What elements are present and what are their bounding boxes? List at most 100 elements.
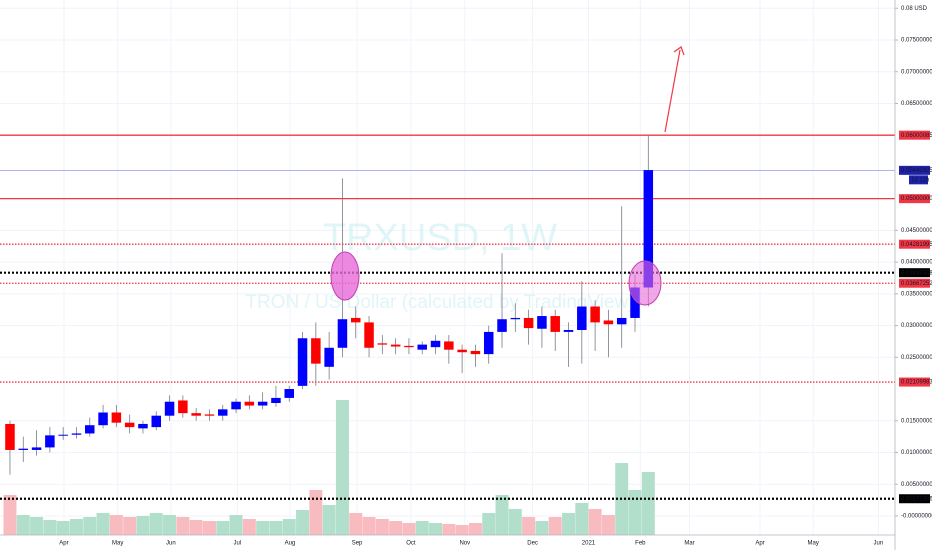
x-tick-label: Nov <box>459 541 470 547</box>
y-tick-label: 0.03500000 <box>901 291 932 297</box>
volume-bar <box>362 517 376 535</box>
candle-body <box>390 344 401 347</box>
candle-body <box>5 423 15 450</box>
candle-body <box>164 401 175 416</box>
y-tick-label: 0.06500000 <box>901 101 932 107</box>
level-label-bg <box>899 130 930 140</box>
levels <box>0 134 895 500</box>
volume-bar <box>442 524 456 535</box>
x-tick-label: Sep <box>352 541 363 547</box>
y-tick-label: 0.07500000 <box>901 38 932 44</box>
x-tick-label: Oct <box>406 541 416 547</box>
volume-bar <box>482 513 496 535</box>
candle-body <box>31 447 42 450</box>
volume-bar <box>123 517 137 535</box>
candle-body <box>483 331 494 355</box>
x-tick-label: Mar <box>684 541 694 547</box>
candle-body <box>297 338 308 386</box>
volume-bar <box>535 521 549 535</box>
candle-body <box>510 317 521 320</box>
countdown-bg <box>909 175 928 185</box>
candle-body <box>497 319 507 332</box>
candle-body <box>138 423 148 429</box>
volume-bar <box>96 513 110 535</box>
volume-bar <box>3 495 17 535</box>
candle-body <box>284 389 294 398</box>
volume-bar <box>43 520 57 535</box>
volume-bar <box>216 521 230 535</box>
candle-body <box>98 412 108 426</box>
candle-body <box>603 320 614 325</box>
y-tick-label: 0.02500000 <box>901 355 932 361</box>
candle-body <box>231 401 241 410</box>
volume-bar <box>189 520 203 535</box>
volume-bar <box>322 505 336 535</box>
candle-body <box>324 347 334 367</box>
y-tick-label: 0.00500000 <box>901 482 932 488</box>
candle-body <box>218 409 228 416</box>
level-label-bg <box>899 239 930 249</box>
x-tick-label: Jun <box>166 541 176 547</box>
candles <box>5 135 654 475</box>
candle-body <box>271 397 281 403</box>
candle-body <box>337 319 348 348</box>
y-tick-label: -0.00000000 <box>901 514 932 520</box>
level-label: 0.03833308 <box>901 270 932 276</box>
x-tick-label: May <box>112 541 123 547</box>
y-tick-label: 0.07000000 <box>901 69 932 75</box>
candle-body <box>191 413 201 416</box>
candle-body <box>71 433 82 435</box>
volume-bar <box>83 517 97 535</box>
volume-bar <box>309 490 323 535</box>
volume-bar <box>468 523 482 535</box>
candle-body <box>417 344 427 350</box>
grid <box>0 0 895 535</box>
volume-bar <box>229 515 243 535</box>
volume-bar <box>335 400 349 535</box>
level-label: 0.06000085 <box>901 133 932 139</box>
volume-bar <box>242 519 256 535</box>
candle-body <box>18 448 29 450</box>
volume-bar <box>176 517 190 535</box>
candle-body <box>523 317 534 329</box>
level-label: 0.05000000 <box>901 196 932 202</box>
volume-bar <box>375 519 389 535</box>
x-tick-label: Dec <box>527 541 538 547</box>
volume-bar <box>601 515 615 535</box>
candle-body <box>204 414 215 416</box>
volume-bar <box>269 521 283 535</box>
candle-body <box>430 340 441 348</box>
candle-body <box>404 345 414 348</box>
volume-bar <box>495 495 509 535</box>
candle-body <box>616 317 627 325</box>
watermark-symbol: TRXUSD, 1W <box>323 217 557 259</box>
candle-body <box>364 322 374 348</box>
highlight-circle <box>628 260 662 306</box>
volume-bar <box>575 503 589 535</box>
candle-body <box>550 316 560 332</box>
volume-bar <box>641 472 655 535</box>
candle-body <box>151 415 162 428</box>
candle-body <box>444 341 454 350</box>
y-tick-label: 0.01000000 <box>901 450 932 456</box>
level-label: 0.05445925 <box>901 168 932 174</box>
volume-bar <box>56 521 70 535</box>
level-label: 0.03667252 <box>901 281 932 287</box>
y-tick-label: 0.03000000 <box>901 323 932 329</box>
volume-bar <box>508 509 522 535</box>
volume-bar <box>429 523 443 535</box>
candle-body <box>563 330 574 332</box>
x-tick-label: 2021 <box>582 541 596 547</box>
volume-bar <box>588 509 602 535</box>
x-tick-label: May <box>808 541 819 547</box>
level-label-bg <box>899 165 930 175</box>
level-label-bg <box>899 268 930 278</box>
candle-body <box>58 434 68 436</box>
y-tick-label: 0.04000000 <box>901 260 932 266</box>
x-tick-label: Jun <box>874 541 884 547</box>
axis: 0.08 USD 0.07500000 0.07000000 0.06500000 0.… <box>59 6 932 547</box>
candle-body <box>377 343 388 345</box>
volume-bar <box>415 521 429 535</box>
level-label-bg <box>899 194 930 204</box>
y-tick-label: 0.04500000 <box>901 228 932 234</box>
